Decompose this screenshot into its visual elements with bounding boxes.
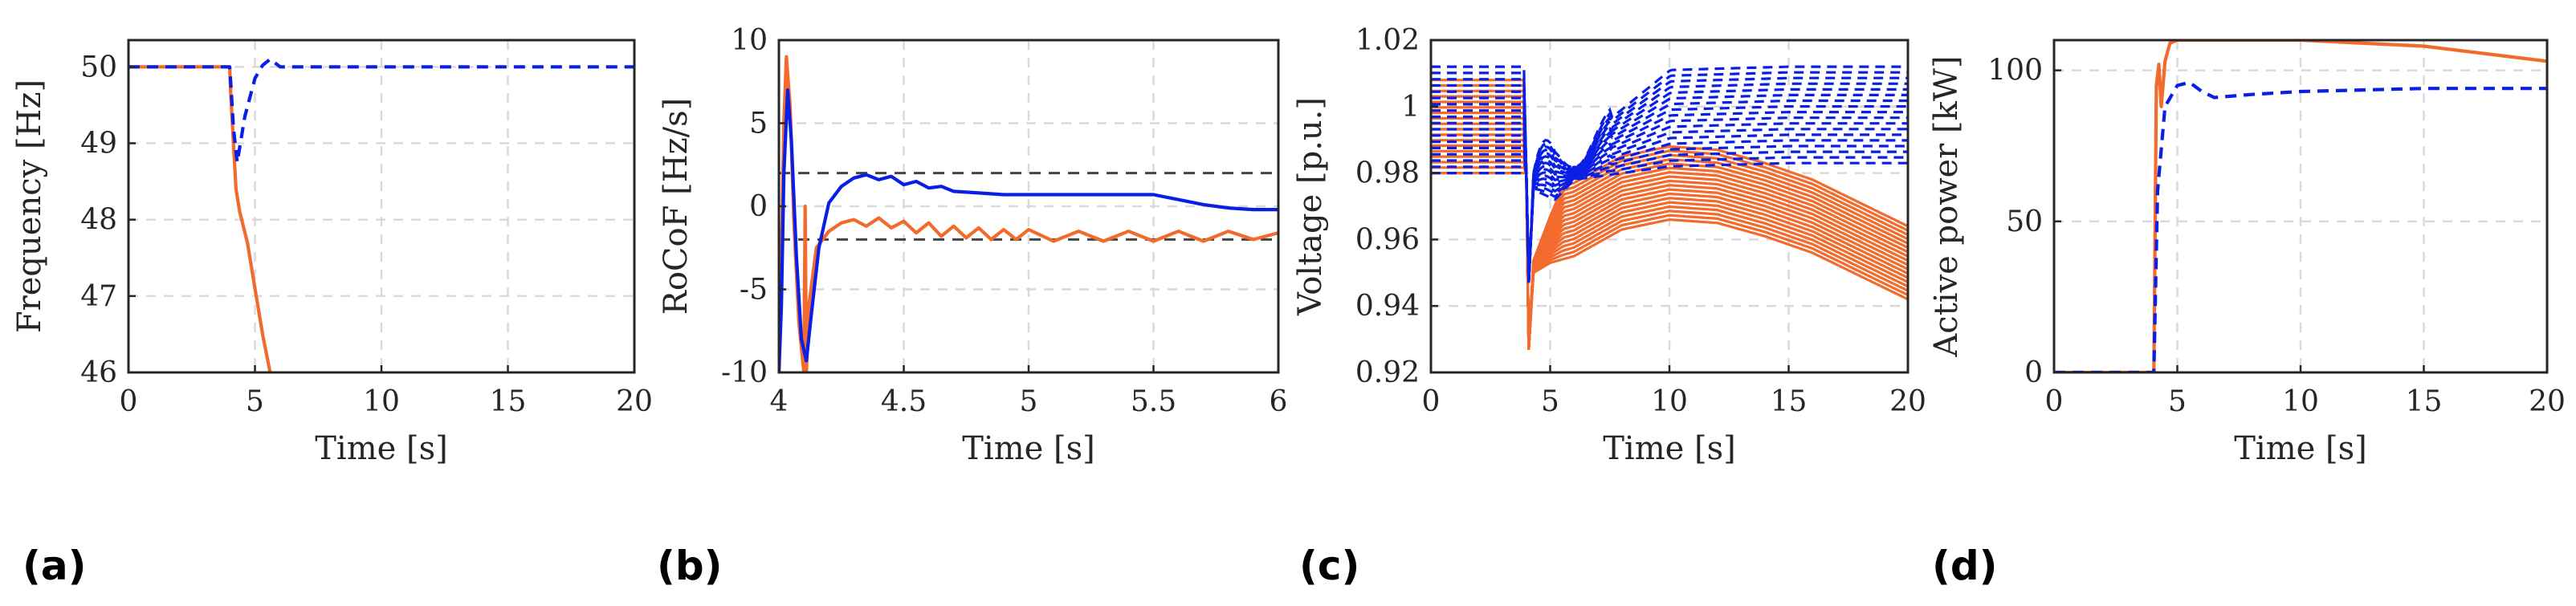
y-tick-label: -5 [740,274,768,307]
x-tick-label: 15 [1771,385,1808,418]
y-tick-label: 5 [749,108,768,140]
chart-panel-a: 0 5 10 15 20 46 47 48 49 50 Time [s] Frequency [Hz]… [11,39,653,589]
x-tick-label: 15 [490,385,527,418]
voltage-trace-without-support [1431,161,1908,350]
x-tick-label: 20 [616,385,653,418]
x-tick-label: 5 [246,385,264,418]
chart-panel-b: 4 4.5 5 5.5 6 -10 -5 0 5 10 Time [s] RoCoF [Hz/s] (b… [657,24,1287,589]
voltage-trace-with-support [1431,111,1908,283]
voltage-trace-with-support [1431,65,1908,283]
x-tick-label: 10 [1651,385,1688,418]
y-tick-label: 50 [80,51,117,83]
x-tick-label: 10 [2282,385,2319,418]
y-axis-label: Active power [kW] [1928,55,1965,357]
voltage-trace-without-support [1431,166,1908,350]
voltage-trace-with-support [1431,93,1908,283]
x-tick-label: 0 [2045,385,2064,418]
y-tick-label: 0.92 [1355,356,1420,389]
y-tick-label: 0.94 [1355,290,1420,323]
chart-panel-c: 0 5 10 15 20 0.92 0.94 0.96 0.98 1 1.02 Time [s] Vol… [1292,24,1926,589]
voltage-trace-without-support [1431,116,1908,349]
voltage-trace-without-support [1431,106,1908,348]
y-tick-label: 47 [80,280,117,313]
x-axis-label: Time [s] [1603,430,1736,467]
y-tick-label: 0 [749,190,768,223]
x-tick-label: 5 [1020,385,1038,418]
voltage-trace-without-support [1431,139,1908,349]
x-tick-label: 0 [1422,385,1441,418]
y-tick-label: -10 [721,356,768,389]
voltage-trace-without-support [1431,112,1908,348]
plot-area [128,57,634,372]
x-tick-label: 5.5 [1131,385,1176,418]
plot-area [1431,65,1908,350]
y-tick-label: 0 [2024,356,2043,389]
x-axis-label: Time [s] [2234,430,2367,467]
voltage-trace-with-support [1431,116,1908,283]
x-tick-label: 15 [2406,385,2443,418]
y-tick-label: 1.02 [1355,24,1420,57]
y-tick-label: 46 [80,356,117,389]
x-axis-label: Time [s] [962,430,1095,467]
chart-panel-d: 0 5 10 15 20 0 50 100 Time [s] Active power [kW] (… [1928,39,2566,589]
x-tick-label: 10 [363,385,400,418]
y-axis-label: Voltage [p.u.] [1292,97,1329,316]
voltage-trace-without-support [1431,172,1908,350]
panel-label: (a) [22,543,86,589]
voltage-trace-with-support [1431,87,1908,283]
panel-label: (d) [1932,543,1998,589]
voltage-trace-without-support [1431,100,1908,348]
x-axis-label: Time [s] [315,430,448,467]
series-line-with-support [779,88,1278,372]
x-tick-label: 5 [2168,385,2187,418]
voltage-trace-without-support [1431,149,1908,350]
x-tick-label: 0 [120,385,138,418]
voltage-trace-with-support [1431,76,1908,283]
y-tick-label: 49 [80,127,117,160]
y-tick-label: 10 [731,24,768,57]
voltage-trace-without-support [1431,122,1908,349]
y-axis-label: Frequency [Hz] [11,79,48,333]
y-tick-label: 50 [2006,205,2043,238]
voltage-trace-with-support [1431,156,1908,283]
x-tick-label: 4.5 [881,385,927,418]
plot-area [2054,40,2547,372]
x-tick-label: 6 [1270,385,1288,418]
series-line-without-support [2054,40,2547,372]
x-tick-label: 20 [1889,385,1926,418]
voltage-trace-without-support [1431,144,1908,350]
y-axis-label: RoCoF [Hz/s] [658,98,695,315]
x-tick-label: 20 [2529,385,2566,418]
voltage-trace-without-support [1431,128,1908,349]
voltage-trace-with-support [1431,139,1908,283]
y-tick-label: 0.96 [1355,223,1420,256]
plot-area [779,55,1278,372]
voltage-trace-without-support [1431,95,1908,348]
voltage-trace-without-support [1431,133,1908,349]
panel-label: (c) [1299,543,1359,589]
voltage-trace-with-support [1431,82,1908,283]
voltage-trace-with-support [1431,71,1908,283]
y-tick-label: 100 [1987,55,2043,87]
voltage-trace-with-support [1431,150,1908,283]
voltage-trace-without-support [1431,155,1908,350]
voltage-trace-without-support [1431,83,1908,348]
x-tick-label: 5 [1541,385,1559,418]
y-tick-label: 0.98 [1355,157,1420,190]
y-tick-label: 1 [1401,91,1420,124]
voltage-trace-with-support [1431,133,1908,283]
voltage-trace-without-support [1431,79,1908,348]
x-tick-label: 4 [770,385,789,418]
y-tick-label: 48 [80,204,117,237]
series-line-with-support [2054,80,2547,372]
voltage-trace-with-support [1431,122,1908,283]
panel-label: (b) [657,543,723,589]
series-line-with-support [128,57,634,165]
